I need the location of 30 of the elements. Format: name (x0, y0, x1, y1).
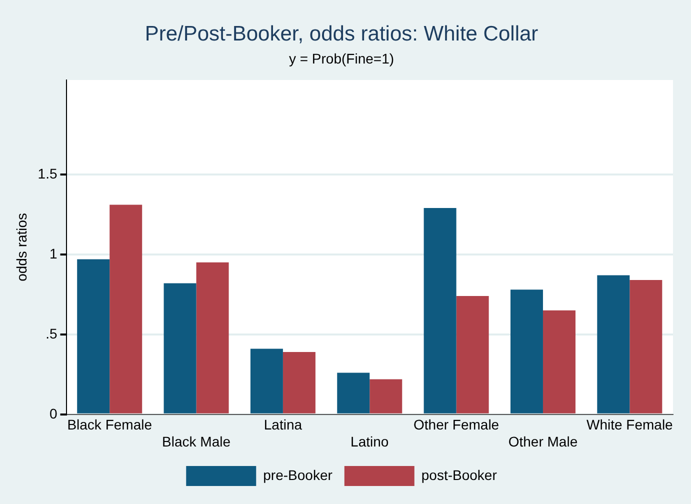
bar (77, 259, 110, 414)
bar (456, 296, 489, 414)
x-tick-label: Latino (350, 433, 389, 450)
bar (164, 283, 196, 414)
legend-label: pre-Booker (263, 466, 333, 483)
bar (370, 379, 402, 414)
x-tick-label: Black Male (162, 433, 231, 450)
x-tick-label: Black Female (67, 416, 152, 433)
bar (282, 352, 316, 414)
bar (424, 208, 456, 414)
bar (337, 372, 370, 414)
bar (250, 348, 283, 414)
x-tick-label: Other Male (508, 433, 578, 450)
x-tick-label: Other Female (414, 416, 500, 433)
bar (510, 290, 543, 414)
y-axis-title: odds ratios (13, 212, 30, 282)
chart-subtitle: y = Prob(Fine=1) (288, 50, 394, 66)
x-tick-label: Latina (264, 416, 302, 433)
bar (597, 275, 630, 414)
bar (542, 310, 576, 414)
bar (196, 262, 229, 414)
x-tick-label: White Female (586, 416, 674, 433)
y-tick-label: 1.5 (38, 165, 58, 182)
bar (110, 204, 142, 414)
chart-title: Pre/Post-Booker, odds ratios: White Collar (144, 22, 538, 46)
bar (630, 280, 662, 414)
legend-label: post-Booker (421, 466, 498, 483)
y-tick-label: .5 (46, 325, 58, 342)
y-tick-label: 0 (49, 405, 58, 422)
y-tick-label: 1 (49, 245, 58, 262)
